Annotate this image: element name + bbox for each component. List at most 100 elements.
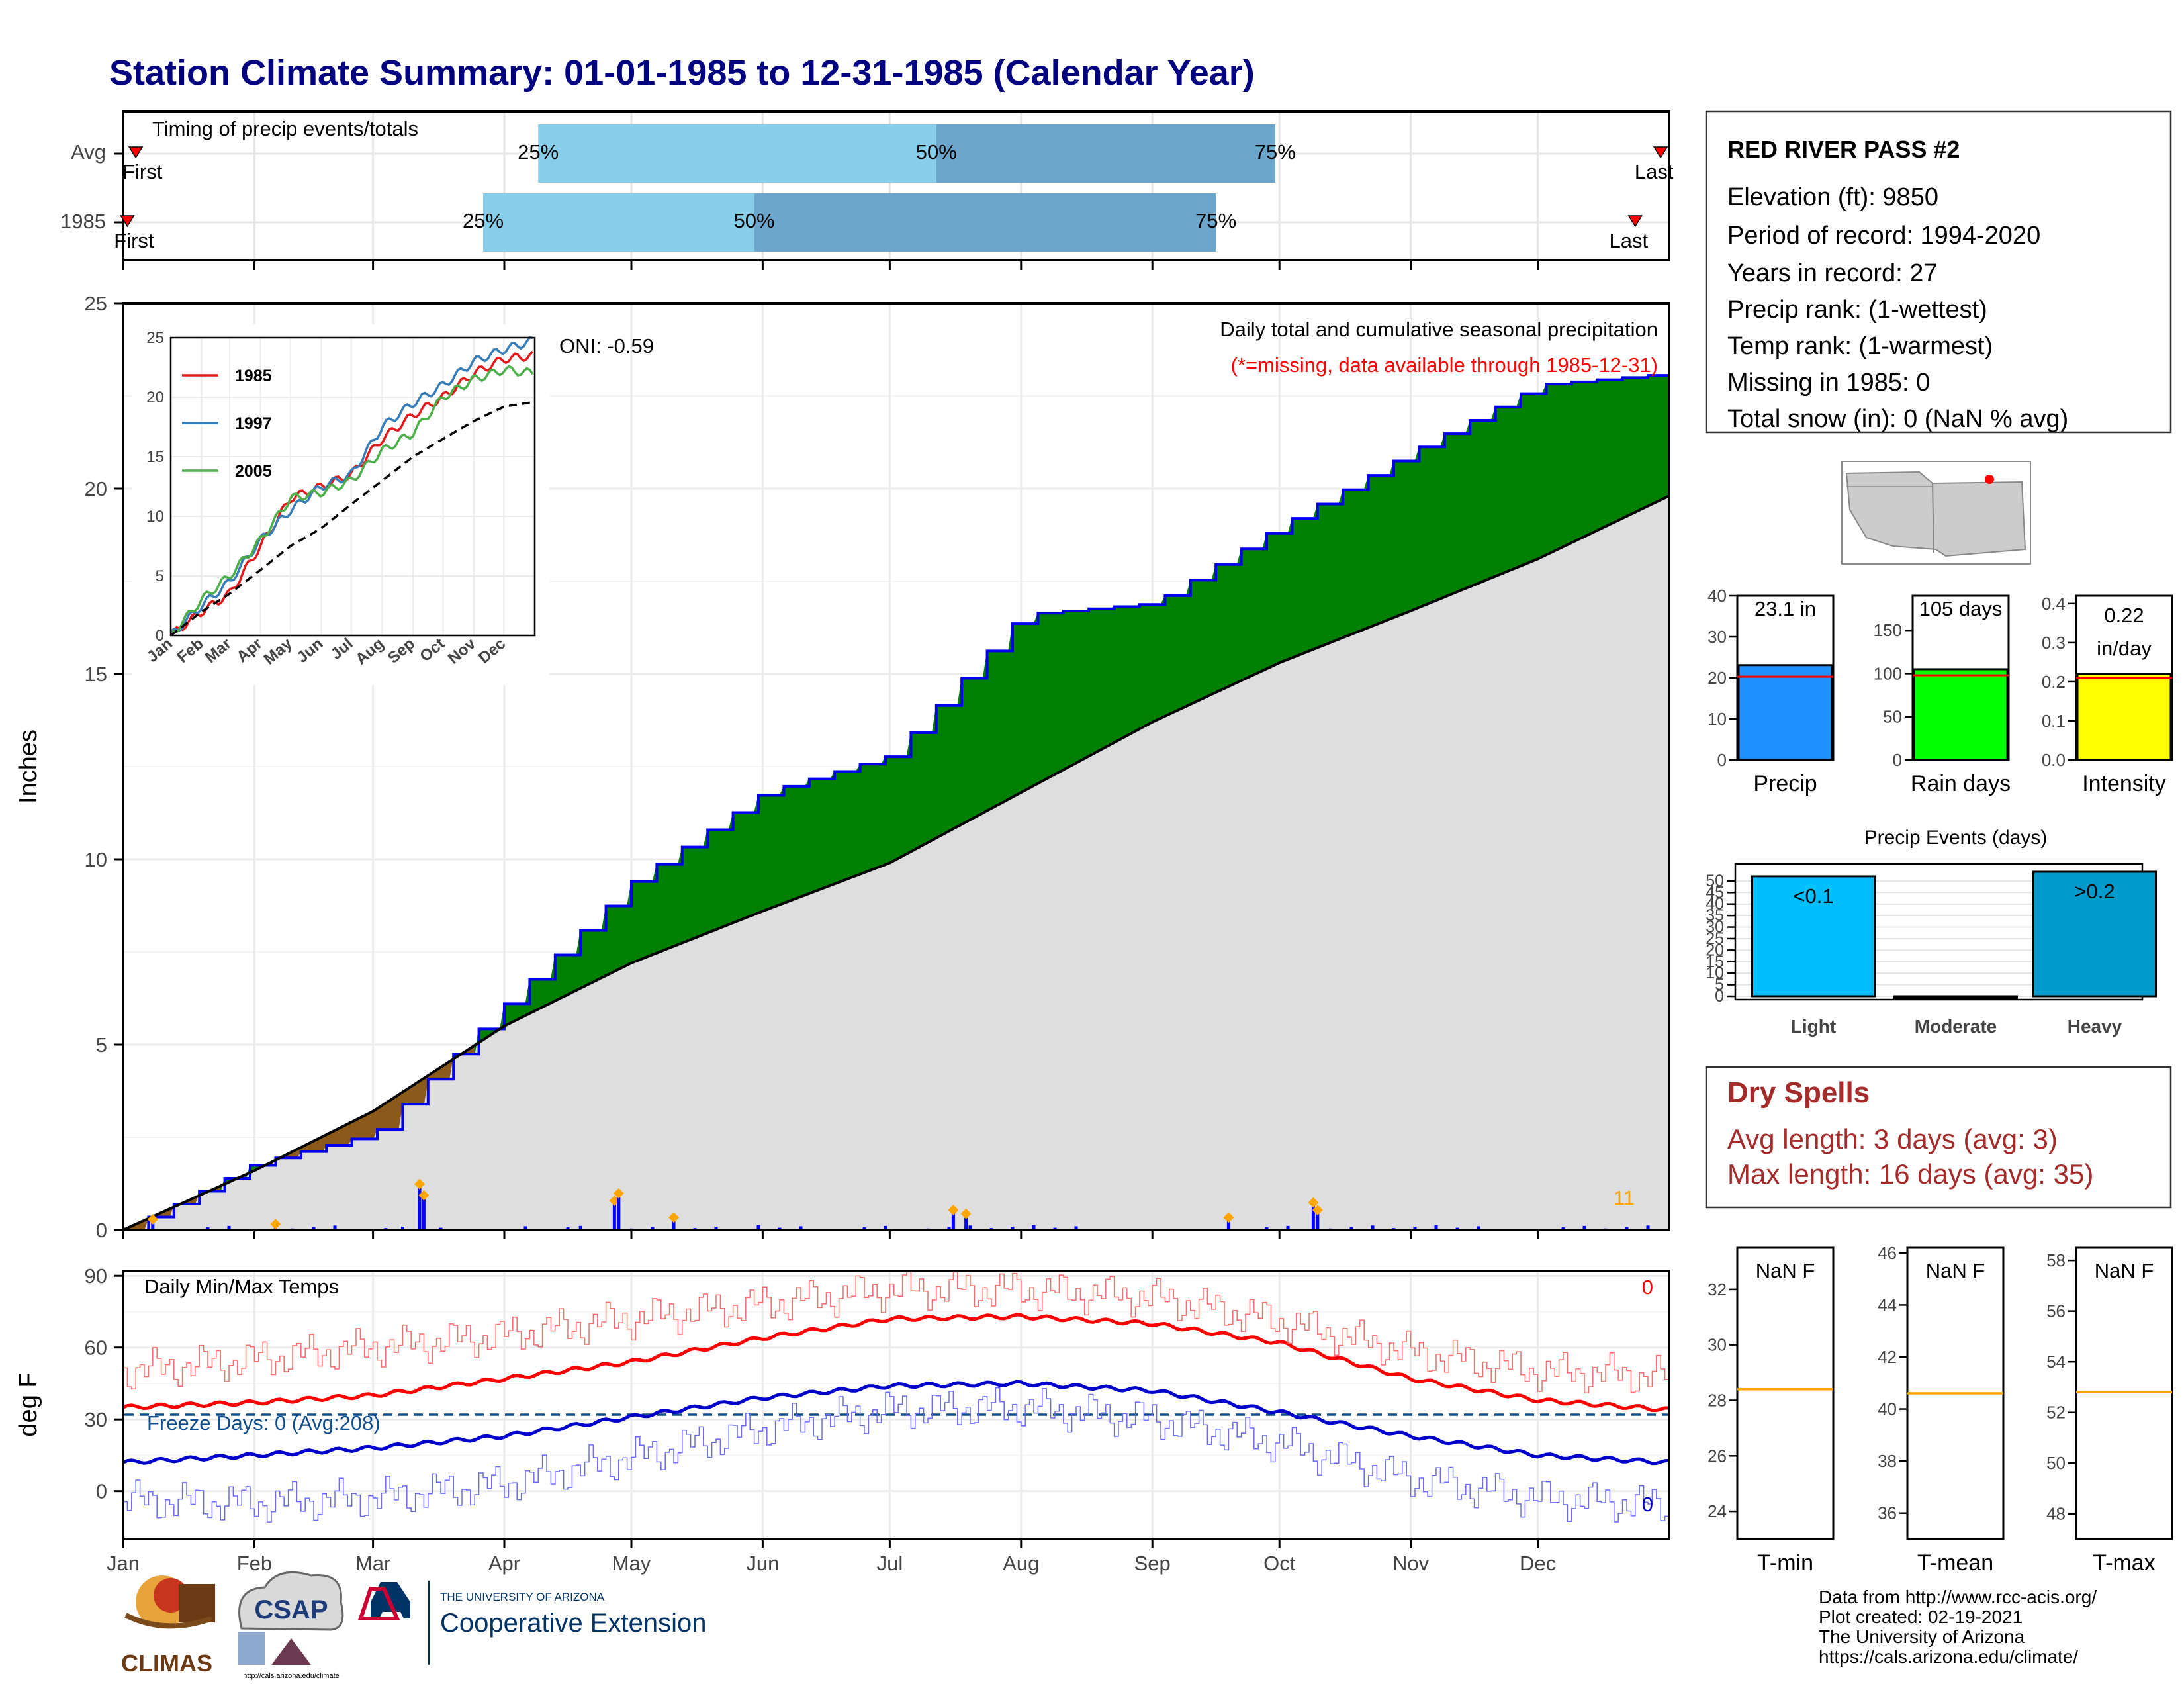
temp-panel-value: NaN F	[1926, 1259, 1985, 1282]
precip-ytick-label: 15	[85, 663, 107, 686]
temp-panel-tick-label: 44	[1878, 1295, 1897, 1315]
month-axis-label: Dec	[1520, 1552, 1556, 1575]
daily-precip-bar	[1226, 1219, 1230, 1230]
daily-precip-bar	[1625, 1227, 1629, 1230]
timing-row-year-label: 1985	[60, 210, 106, 233]
daily-precip-marker	[1312, 1205, 1323, 1215]
footer-credits: Data from http://www.rcc-acis.org/ Plot …	[1819, 1587, 2097, 1667]
station-location-marker	[1985, 475, 1994, 484]
summary-bar-2	[2076, 673, 2172, 761]
daily-precip-bar	[227, 1225, 231, 1230]
daily-precip-bar	[1011, 1226, 1015, 1230]
summary-bar-label: Precip	[1753, 771, 1817, 796]
daily-precip-bar	[333, 1225, 337, 1230]
daily-precip-bar	[1582, 1225, 1586, 1230]
corner-count: 11	[1614, 1186, 1635, 1209]
dry-spells-max: Max length: 16 days (avg: 35)	[1727, 1158, 2093, 1190]
summary-tick-label: 150	[1874, 620, 1902, 640]
station-elevation: Elevation (ft): 9850	[1727, 183, 1938, 211]
inset-ytick-label: 5	[156, 567, 164, 585]
climas-logo: CLIMAS	[121, 1575, 215, 1677]
event-bar-heavy	[2032, 870, 2157, 998]
daily-precip-bar	[578, 1225, 582, 1230]
temp-panels: 24 26 28 30 32 NaN F T-min 36 38 40 42 44 46 NaN F T-m…	[1707, 1243, 2173, 1575]
temp-chart: 0 30 60 90 Daily Min/Max Temps 0 0 Freeze D…	[15, 1264, 1670, 1575]
dry-spells-avg: Avg length: 3 days (avg: 3)	[1727, 1123, 2058, 1154]
precip-ytick-label: 5	[96, 1033, 107, 1056]
precip-ytick-label: 25	[85, 292, 107, 315]
temp-ylabel: deg F	[15, 1372, 42, 1436]
timing-q75-label: 75%	[1195, 209, 1236, 232]
temp-panel-tick-label: 42	[1878, 1347, 1897, 1367]
timing-q25-label: 25%	[518, 140, 559, 164]
daily-max-temp-line	[123, 1271, 1670, 1394]
inset-legend-label: 1985	[235, 367, 272, 385]
university-name: THE UNIVERSITY OF ARIZONA	[440, 1591, 605, 1603]
event-category-label: Heavy	[2068, 1016, 2122, 1037]
timing-bar-q50-q75	[936, 124, 1275, 183]
daily-precip-bar	[672, 1225, 676, 1230]
summary-bar-0	[1737, 664, 1833, 761]
average-cumulative-area	[123, 496, 1669, 1231]
timing-last-label: Last	[1635, 160, 1674, 183]
daily-precip-bar	[400, 1226, 404, 1230]
daily-precip-bar	[617, 1194, 621, 1230]
summary-tick-label: 0.1	[2042, 711, 2066, 731]
daily-precip-bar	[714, 1226, 718, 1230]
temp-panel-tick-label: 28	[1707, 1390, 1727, 1410]
summary-bar-1	[1913, 668, 2009, 761]
daily-precip-bar	[312, 1227, 316, 1230]
daily-precip-bar	[1032, 1225, 1036, 1230]
temp-panel-tick-label: 50	[2046, 1453, 2066, 1473]
month-axis-label: Mar	[355, 1552, 390, 1575]
timing-bar-q50-q75	[754, 193, 1216, 252]
observed-cumulative-line	[123, 374, 1669, 1231]
temp-panel-tick-label: 48	[2046, 1504, 2066, 1524]
events-tick-label: 20	[1706, 941, 1724, 959]
daily-precip-marker	[147, 1214, 158, 1225]
precip-events-chart: Precip Events (days) 0510152025303540455…	[1706, 827, 2157, 1037]
month-axis-label: Oct	[1263, 1552, 1296, 1575]
temp-ytick-label: 90	[85, 1264, 107, 1288]
temp-panel-value: NaN F	[2095, 1259, 2154, 1282]
csap-url: http://cals.arizona.edu/climate	[243, 1672, 340, 1680]
timing-q50-label: 50%	[916, 140, 957, 164]
timing-panel: 25% 50% 75% First Last 25% 50% 75% First Last Tim…	[60, 110, 1674, 270]
station-missing: Missing in 1985: 0	[1727, 369, 1930, 397]
temp-panel-tick-label: 38	[1878, 1451, 1897, 1471]
footer-line-3: The University of Arizona	[1819, 1626, 2025, 1647]
dry-spells-box: Dry Spells Avg length: 3 days (avg: 3) M…	[1705, 1066, 2172, 1209]
daily-precip-bar	[1434, 1225, 1438, 1230]
events-tick-label: 0	[1715, 987, 1724, 1006]
event-category-label: Moderate	[1915, 1016, 1997, 1037]
events-tick-label: 50	[1706, 872, 1724, 890]
daily-precip-bar	[1286, 1225, 1290, 1230]
temp-panel-value: NaN F	[1756, 1259, 1815, 1282]
footer-line-2: Plot created: 02-19-2021	[1819, 1607, 2023, 1627]
summary-tick-label: 0	[1893, 750, 1902, 770]
month-axis-label: Sep	[1134, 1552, 1171, 1575]
inset-line-2005	[170, 365, 534, 633]
climas-logo-text: CLIMAS	[121, 1650, 212, 1677]
events-tick-label: 5	[1715, 976, 1724, 994]
timing-bar-q25-q50	[483, 193, 754, 252]
avg-min-temp-line	[122, 1380, 1670, 1466]
station-temp-rank: Temp rank: (1-warmest)	[1727, 332, 1993, 360]
events-tick-label: 15	[1706, 953, 1724, 971]
summary-value-label: 23.1 in	[1754, 597, 1816, 620]
inset-legend-label: 2005	[235, 462, 272, 481]
month-axis-label: Jul	[877, 1552, 903, 1575]
daily-precip-bar	[964, 1215, 968, 1230]
events-title: Precip Events (days)	[1864, 827, 2048, 849]
freeze-days: Freeze Days: 0 (Avg:208)	[147, 1411, 381, 1434]
events-tick-label: 10	[1706, 964, 1724, 982]
temp-panel-tick-label: 56	[2046, 1301, 2066, 1321]
daily-precip-bar	[1311, 1203, 1315, 1230]
temp-panel-tick-label: 52	[2046, 1403, 2066, 1423]
summary-bar-label: Rain days	[1911, 771, 2011, 796]
month-axis-label: Jan	[107, 1552, 140, 1575]
daily-precip-bar	[1349, 1227, 1353, 1230]
summary-tick-label: 30	[1707, 627, 1727, 647]
temp-ytick-label: 60	[85, 1336, 107, 1360]
